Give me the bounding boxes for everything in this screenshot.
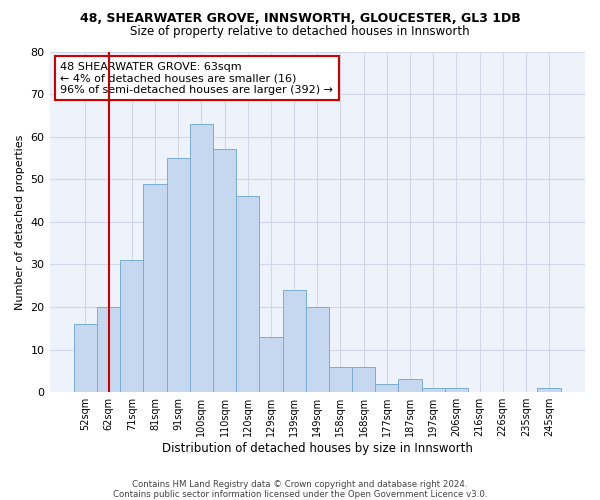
Text: 48, SHEARWATER GROVE, INNSWORTH, GLOUCESTER, GL3 1DB: 48, SHEARWATER GROVE, INNSWORTH, GLOUCES… — [80, 12, 520, 26]
Bar — [283, 290, 305, 392]
Bar — [74, 324, 97, 392]
Bar — [167, 158, 190, 392]
Bar — [329, 366, 352, 392]
Bar — [538, 388, 560, 392]
Bar — [236, 196, 259, 392]
Bar — [422, 388, 445, 392]
Bar — [352, 366, 375, 392]
Bar — [190, 124, 213, 392]
Text: Size of property relative to detached houses in Innsworth: Size of property relative to detached ho… — [130, 25, 470, 38]
Bar — [259, 337, 283, 392]
Bar — [398, 380, 422, 392]
Bar — [143, 184, 167, 392]
Bar — [305, 307, 329, 392]
Text: Contains public sector information licensed under the Open Government Licence v3: Contains public sector information licen… — [113, 490, 487, 499]
Text: 48 SHEARWATER GROVE: 63sqm
← 4% of detached houses are smaller (16)
96% of semi-: 48 SHEARWATER GROVE: 63sqm ← 4% of detac… — [60, 62, 333, 95]
Bar — [97, 307, 120, 392]
Bar — [120, 260, 143, 392]
Y-axis label: Number of detached properties: Number of detached properties — [15, 134, 25, 310]
X-axis label: Distribution of detached houses by size in Innsworth: Distribution of detached houses by size … — [162, 442, 473, 455]
Text: Contains HM Land Registry data © Crown copyright and database right 2024.: Contains HM Land Registry data © Crown c… — [132, 480, 468, 489]
Bar — [445, 388, 468, 392]
Bar — [213, 150, 236, 392]
Bar — [375, 384, 398, 392]
